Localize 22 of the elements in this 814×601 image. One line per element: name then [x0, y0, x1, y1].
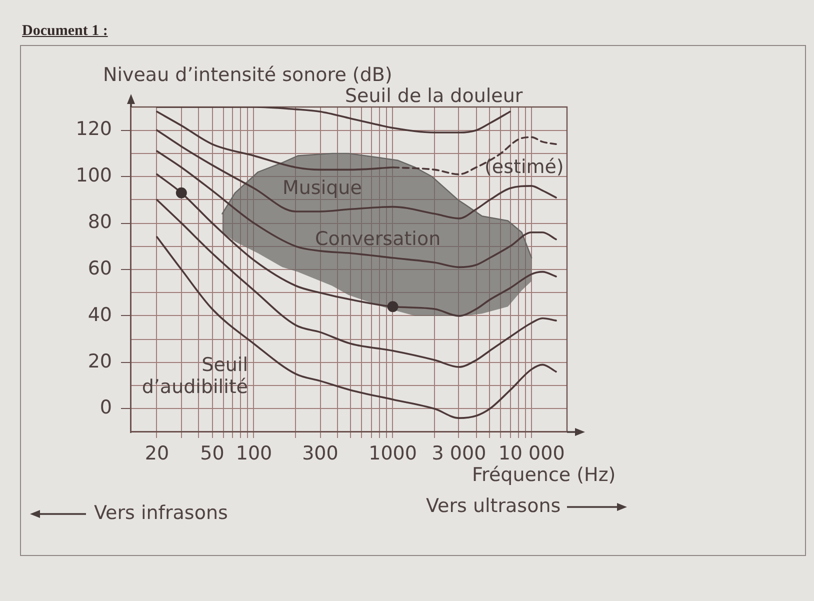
annotation: Musique: [282, 176, 362, 198]
text: Vers infrasons: [94, 502, 228, 524]
y-tick-label: 80: [88, 211, 112, 234]
y-axis-title: Niveau d’intensité sonore (dB): [103, 64, 392, 86]
y-tick-label: 20: [88, 350, 112, 372]
y-tick-label: 60: [88, 257, 112, 280]
chart-title: Document 1 :: [22, 23, 108, 40]
x-tick-label: 20: [144, 442, 170, 464]
y-tick-label: 0: [100, 396, 112, 419]
y-tick-label: 100: [76, 164, 112, 187]
annotation: Conversation: [315, 228, 441, 250]
x-tick-label: 3 000: [432, 442, 486, 464]
y-tick-label: 40: [88, 304, 112, 326]
x-tick-label: 100: [236, 442, 272, 464]
x-tick-label: 50: [200, 442, 224, 464]
y-tick-label: 120: [76, 118, 112, 140]
text: Vers ultrasons: [426, 495, 561, 517]
text: Seuil de la douleur: [345, 84, 523, 106]
x-axis-title: Fréquence (Hz): [472, 464, 616, 486]
x-tick-label: 10 000: [498, 442, 565, 464]
x-tick-label: 300: [302, 442, 338, 464]
x-tick-label: 1000: [368, 442, 417, 464]
